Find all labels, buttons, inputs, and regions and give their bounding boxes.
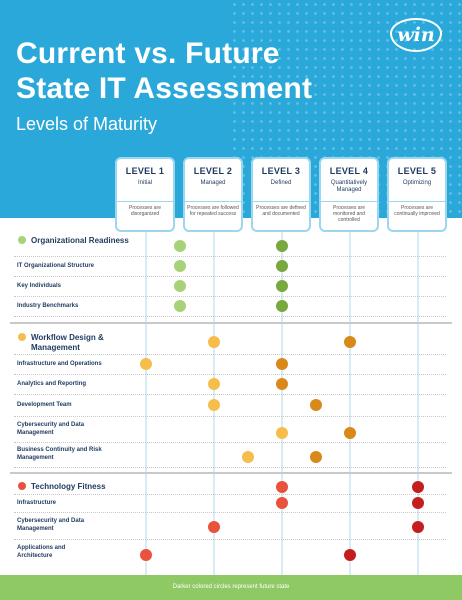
future-state-dot <box>276 240 288 252</box>
current-state-dot <box>276 427 288 439</box>
section-title-text: Workflow Design & Management <box>31 333 104 352</box>
level-name: Optimizing <box>402 180 432 186</box>
level-number: LEVEL 1 <box>125 166 165 176</box>
section-title-text: Organizational Readiness <box>31 236 129 245</box>
current-state-dot <box>208 336 220 348</box>
future-state-dot <box>276 300 288 312</box>
page-title: Current vs. Future State IT Assessment <box>16 36 312 106</box>
level-3-card: LEVEL 3 Defined Processes are defined an… <box>251 157 311 232</box>
future-state-dot <box>310 451 322 463</box>
row-label: Development Team <box>17 402 72 408</box>
level-description: Processes are disorganized <box>117 201 173 217</box>
green-bullet-icon <box>18 236 26 244</box>
win-logo: win <box>390 18 442 52</box>
future-state-dot <box>276 378 288 390</box>
future-state-dot <box>344 549 356 561</box>
page-subtitle: Levels of Maturity <box>16 114 158 134</box>
section-title-technology-fitness: Technology Fitness <box>18 482 106 492</box>
section-divider <box>10 472 452 474</box>
red-bullet-icon <box>18 482 26 490</box>
section-title-workflow-design: Workflow Design & Management <box>18 333 118 353</box>
level-5-column-line <box>417 180 419 575</box>
future-state-dot <box>276 280 288 292</box>
section-title-text: Technology Fitness <box>31 482 106 491</box>
row-label: Cybersecurity and Data Management <box>17 518 85 532</box>
row-separator <box>14 394 446 395</box>
row-separator <box>14 316 446 317</box>
section-divider <box>10 322 452 324</box>
level-description: Processes are followed for repeated succ… <box>185 201 241 217</box>
level-name: Quantitatively Managed <box>330 180 368 193</box>
title-line-2: State IT Assessment <box>16 72 313 105</box>
current-state-dot <box>174 300 186 312</box>
logo-text: win <box>397 24 435 46</box>
row-label: IT Organizational Structure <box>17 263 95 269</box>
level-name: Defined <box>270 180 292 186</box>
level-description: Processes are defined and documented <box>253 201 309 217</box>
row-label: Business Continuity and Risk Management <box>17 447 102 461</box>
level-number: LEVEL 5 <box>397 166 437 176</box>
level-1-card: LEVEL 1 Initial Processes are disorganiz… <box>115 157 175 232</box>
row-separator <box>14 276 446 277</box>
row-separator <box>14 467 446 468</box>
level-4-card: LEVEL 4 Quantitatively Managed Processes… <box>319 157 379 232</box>
current-state-dot <box>174 240 186 252</box>
level-name: Initial <box>137 180 152 186</box>
row-label: Applications and Architecture <box>17 545 66 559</box>
row-separator <box>14 256 446 257</box>
row-separator <box>14 512 446 513</box>
title-line-1: Current vs. Future <box>16 37 280 70</box>
row-separator <box>14 442 446 443</box>
current-state-dot <box>208 378 220 390</box>
current-state-dot <box>140 549 152 561</box>
current-state-dot <box>208 399 220 411</box>
level-description: Processes are monitored and controlled <box>321 201 377 223</box>
level-2-card: LEVEL 2 Managed Processes are followed f… <box>183 157 243 232</box>
row-separator <box>14 374 446 375</box>
current-state-dot <box>208 521 220 533</box>
future-state-dot <box>412 481 424 493</box>
future-state-dot <box>412 497 424 509</box>
current-state-dot <box>276 481 288 493</box>
level-number: LEVEL 4 <box>329 166 369 176</box>
hero-banner: Current vs. Future State IT Assessment L… <box>0 0 462 218</box>
row-label: Analytics and Reporting <box>17 381 87 387</box>
future-state-dot <box>276 260 288 272</box>
row-label: Cybersecurity and Data Management <box>17 422 85 436</box>
row-label: Infrastructure <box>17 500 57 506</box>
orange-bullet-icon <box>18 333 26 341</box>
level-number: LEVEL 2 <box>193 166 233 176</box>
current-state-dot <box>242 451 254 463</box>
level-2-column-line <box>213 180 215 575</box>
level-5-card: LEVEL 5 Optimizing Processes are continu… <box>387 157 447 232</box>
level-3-column-line <box>281 180 283 575</box>
row-separator <box>14 539 446 540</box>
future-state-dot <box>310 399 322 411</box>
row-label: Infrastructure and Operations <box>17 361 102 367</box>
current-state-dot <box>140 358 152 370</box>
row-label: Industry Benchmarks <box>17 303 79 309</box>
future-state-dot <box>344 336 356 348</box>
level-4-column-line <box>349 180 351 575</box>
current-state-dot <box>276 497 288 509</box>
footer-bar: Darker colored circles represent future … <box>0 575 462 600</box>
row-separator <box>14 416 446 417</box>
current-state-dot <box>174 260 186 272</box>
future-state-dot <box>276 358 288 370</box>
current-state-dot <box>174 280 186 292</box>
footer-note: Darker colored circles represent future … <box>172 584 290 590</box>
level-number: LEVEL 3 <box>261 166 301 176</box>
level-description: Processes are continually improved <box>389 201 445 217</box>
section-title-organizational-readiness: Organizational Readiness <box>18 236 129 246</box>
level-name: Managed <box>200 180 226 186</box>
row-separator <box>14 494 446 495</box>
row-separator <box>14 354 446 355</box>
future-state-dot <box>412 521 424 533</box>
row-label: Key Individuals <box>17 283 62 289</box>
level-1-column-line <box>145 180 147 575</box>
future-state-dot <box>344 427 356 439</box>
row-separator <box>14 296 446 297</box>
